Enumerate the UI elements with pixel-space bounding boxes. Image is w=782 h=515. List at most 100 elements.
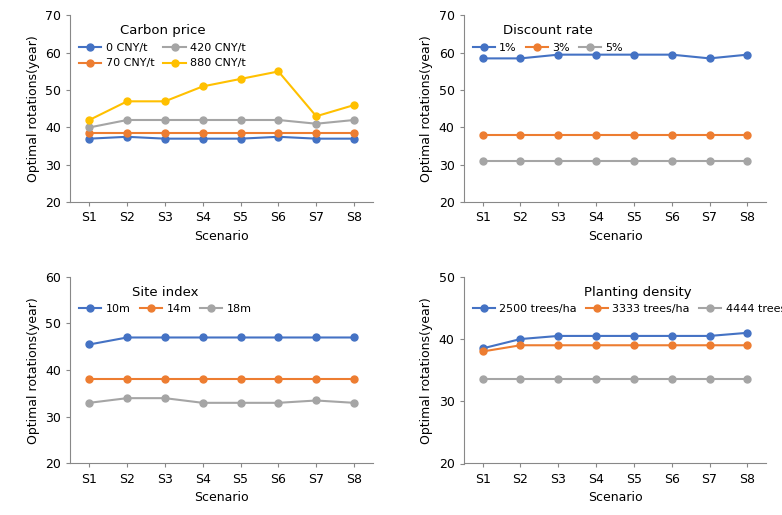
Legend: 0 CNY/t, 70 CNY/t, 420 CNY/t, 880 CNY/t: 0 CNY/t, 70 CNY/t, 420 CNY/t, 880 CNY/t bbox=[76, 21, 249, 72]
420 CNY/t bbox=[198, 117, 207, 123]
1% bbox=[743, 52, 752, 58]
4444 trees/ha bbox=[743, 376, 752, 383]
14m bbox=[350, 376, 359, 383]
10m bbox=[311, 334, 321, 340]
10m bbox=[274, 334, 283, 340]
2500 trees/ha bbox=[591, 333, 601, 339]
4444 trees/ha bbox=[478, 376, 487, 383]
1% bbox=[516, 55, 526, 61]
Legend: 2500 trees/ha, 3333 trees/ha, 4444 trees/ha: 2500 trees/ha, 3333 trees/ha, 4444 trees… bbox=[469, 282, 782, 318]
3333 trees/ha bbox=[554, 342, 563, 348]
14m bbox=[311, 376, 321, 383]
3% bbox=[554, 132, 563, 138]
2500 trees/ha bbox=[630, 333, 639, 339]
70 CNY/t bbox=[198, 130, 207, 136]
Line: 3%: 3% bbox=[479, 131, 751, 139]
14m bbox=[160, 376, 170, 383]
3333 trees/ha bbox=[630, 342, 639, 348]
3% bbox=[705, 132, 714, 138]
Line: 420 CNY/t: 420 CNY/t bbox=[86, 116, 357, 131]
Line: 70 CNY/t: 70 CNY/t bbox=[86, 130, 357, 136]
5% bbox=[743, 158, 752, 164]
14m bbox=[274, 376, 283, 383]
3333 trees/ha bbox=[478, 349, 487, 355]
880 CNY/t bbox=[274, 68, 283, 75]
0 CNY/t bbox=[84, 135, 94, 142]
4444 trees/ha bbox=[591, 376, 601, 383]
10m bbox=[160, 334, 170, 340]
Line: 18m: 18m bbox=[86, 394, 357, 406]
Y-axis label: Optimal rotations(year): Optimal rotations(year) bbox=[420, 297, 433, 443]
70 CNY/t bbox=[350, 130, 359, 136]
5% bbox=[591, 158, 601, 164]
420 CNY/t bbox=[84, 124, 94, 130]
3333 trees/ha bbox=[591, 342, 601, 348]
2500 trees/ha bbox=[743, 330, 752, 336]
1% bbox=[705, 55, 714, 61]
70 CNY/t bbox=[160, 130, 170, 136]
70 CNY/t bbox=[274, 130, 283, 136]
1% bbox=[554, 52, 563, 58]
18m bbox=[198, 400, 207, 406]
18m bbox=[311, 398, 321, 404]
880 CNY/t bbox=[123, 98, 132, 105]
2500 trees/ha bbox=[516, 336, 526, 342]
18m bbox=[274, 400, 283, 406]
Line: 0 CNY/t: 0 CNY/t bbox=[86, 133, 357, 142]
0 CNY/t bbox=[311, 135, 321, 142]
3% bbox=[516, 132, 526, 138]
10m bbox=[123, 334, 132, 340]
420 CNY/t bbox=[123, 117, 132, 123]
4444 trees/ha bbox=[667, 376, 676, 383]
5% bbox=[478, 158, 487, 164]
3% bbox=[591, 132, 601, 138]
3% bbox=[630, 132, 639, 138]
4444 trees/ha bbox=[630, 376, 639, 383]
Line: 10m: 10m bbox=[86, 334, 357, 348]
18m bbox=[236, 400, 246, 406]
18m bbox=[350, 400, 359, 406]
18m bbox=[84, 400, 94, 406]
4444 trees/ha bbox=[705, 376, 714, 383]
Line: 14m: 14m bbox=[86, 376, 357, 383]
3333 trees/ha bbox=[667, 342, 676, 348]
2500 trees/ha bbox=[667, 333, 676, 339]
70 CNY/t bbox=[84, 130, 94, 136]
14m bbox=[123, 376, 132, 383]
5% bbox=[705, 158, 714, 164]
18m bbox=[160, 395, 170, 401]
880 CNY/t bbox=[198, 83, 207, 90]
X-axis label: Scenario: Scenario bbox=[588, 491, 642, 504]
Line: 2500 trees/ha: 2500 trees/ha bbox=[479, 330, 751, 352]
420 CNY/t bbox=[236, 117, 246, 123]
3333 trees/ha bbox=[705, 342, 714, 348]
3% bbox=[743, 132, 752, 138]
18m bbox=[123, 395, 132, 401]
Legend: 10m, 14m, 18m: 10m, 14m, 18m bbox=[76, 282, 255, 318]
4444 trees/ha bbox=[554, 376, 563, 383]
3333 trees/ha bbox=[516, 342, 526, 348]
880 CNY/t bbox=[84, 117, 94, 123]
10m bbox=[84, 341, 94, 348]
Y-axis label: Optimal rotations(year): Optimal rotations(year) bbox=[27, 297, 40, 443]
Line: 5%: 5% bbox=[479, 158, 751, 164]
1% bbox=[591, 52, 601, 58]
0 CNY/t bbox=[274, 134, 283, 140]
Line: 1%: 1% bbox=[479, 51, 751, 62]
10m bbox=[236, 334, 246, 340]
4444 trees/ha bbox=[516, 376, 526, 383]
420 CNY/t bbox=[274, 117, 283, 123]
0 CNY/t bbox=[236, 135, 246, 142]
5% bbox=[516, 158, 526, 164]
5% bbox=[667, 158, 676, 164]
Y-axis label: Optimal rotations(year): Optimal rotations(year) bbox=[420, 36, 433, 182]
14m bbox=[236, 376, 246, 383]
3% bbox=[478, 132, 487, 138]
2500 trees/ha bbox=[478, 345, 487, 351]
70 CNY/t bbox=[123, 130, 132, 136]
10m bbox=[350, 334, 359, 340]
X-axis label: Scenario: Scenario bbox=[195, 230, 249, 243]
1% bbox=[478, 55, 487, 61]
880 CNY/t bbox=[160, 98, 170, 105]
0 CNY/t bbox=[160, 135, 170, 142]
